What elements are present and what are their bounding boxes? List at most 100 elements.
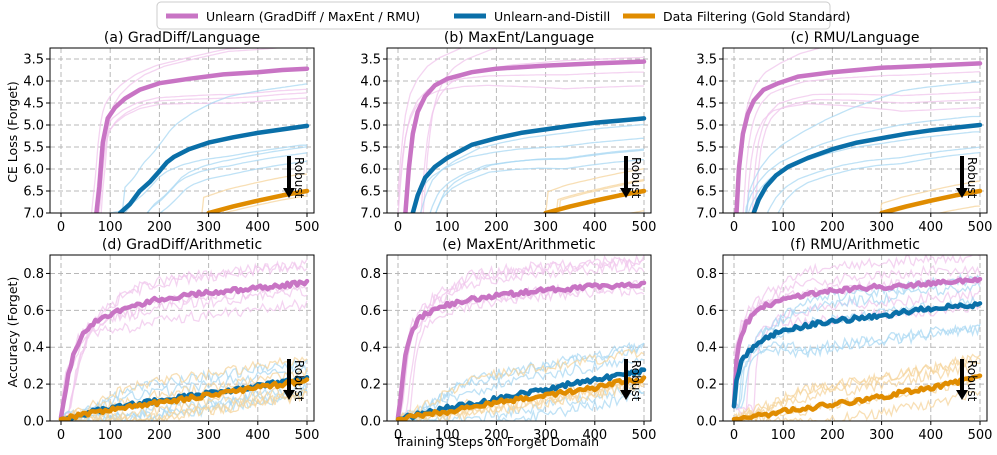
background-run-line [201, 173, 307, 213]
y-tick-label: 0.2 [696, 378, 717, 393]
y-tick-label: 0.8 [696, 267, 717, 282]
x-tick-label: 300 [196, 220, 221, 235]
x-tick-label: 500 [632, 428, 657, 443]
robust-arrow-head [620, 188, 632, 198]
background-run-line [105, 83, 308, 213]
background-run-line [736, 48, 823, 213]
xlabel-training-steps: Training Steps on Forget Domain [394, 434, 599, 449]
y-tick-label: 0.2 [23, 378, 44, 393]
panel-6: 0 100 200 300 400 500 0.0 0.2 0.4 0.6 0.8 (f) RMU/A… [696, 237, 992, 443]
panel-5: 0 100 200 300 400 500 0.0 0.2 0.4 0.6 0.8 (e) MaxEn… [360, 237, 656, 443]
x-tick-label: 200 [147, 220, 172, 235]
background-run-line [397, 390, 645, 421]
axes-frame [49, 254, 315, 422]
series-line-distill [731, 301, 983, 409]
robust-label: Robust [292, 360, 306, 402]
x-tick-label: 100 [98, 428, 123, 443]
background-run-line [420, 56, 645, 213]
series-line-filter [395, 375, 647, 421]
background-run-line [746, 81, 980, 213]
x-tick-label: 400 [918, 428, 943, 443]
x-tick-label: 300 [869, 428, 894, 443]
plot-area [397, 48, 647, 213]
background-run-line [397, 71, 644, 213]
x-tick-label: 200 [484, 428, 509, 443]
x-tick-label: 0 [57, 428, 65, 443]
panel-1: 0 100 200 300 400 500 3.5 4.0 4.5 5.0 5.5 6.0 6.5 7.0… [23, 30, 319, 235]
x-tick-label: 200 [147, 428, 172, 443]
y-tick-label: 0.0 [696, 415, 717, 430]
axes-frame [722, 47, 988, 214]
robust-arrow-head [283, 188, 295, 198]
background-run-line [60, 356, 308, 421]
robust-label: Robust [292, 157, 306, 199]
background-run-line [397, 255, 645, 413]
background-run-line [733, 354, 981, 421]
y-tick-label: 6.0 [360, 163, 381, 178]
x-tick-label: 200 [820, 220, 845, 235]
y-tick-label: 7.0 [696, 207, 717, 222]
y-tick-label: 5.0 [360, 119, 381, 134]
background-run-line [221, 195, 307, 213]
background-run-line [60, 285, 308, 407]
background-run-line [555, 178, 645, 213]
y-tick-label: 0.4 [696, 341, 717, 356]
background-run-line [397, 348, 645, 421]
y-tick-label: 5.0 [696, 119, 717, 134]
y-tick-label: 0.4 [23, 341, 44, 356]
y-tick-label: 6.0 [696, 163, 717, 178]
background-run-line [733, 323, 981, 386]
panels: 0 100 200 300 400 500 3.5 4.0 4.5 5.0 5.5 6.0 6.5 7.0… [23, 30, 993, 443]
background-run-line [60, 261, 308, 421]
background-run-line [742, 71, 981, 213]
panel-2: 0 100 200 300 400 500 3.5 4.0 4.5 5.0 5.5 6.0 6.5 7.0… [360, 30, 657, 235]
x-tick-label: 300 [533, 428, 558, 443]
axes-frame [49, 47, 315, 214]
background-run-line [124, 144, 307, 213]
x-tick-label: 0 [730, 428, 738, 443]
x-tick-label: 400 [245, 428, 270, 443]
x-tick-label: 500 [632, 220, 657, 235]
y-tick-label: 7.0 [360, 207, 381, 222]
x-tick-label: 200 [484, 220, 509, 235]
x-tick-label: 0 [730, 220, 738, 235]
background-run-line [419, 123, 645, 213]
y-tick-label: 4.5 [696, 97, 717, 112]
background-run-line [60, 298, 308, 420]
x-tick-label: 400 [582, 428, 607, 443]
y-tick-label: 5.5 [23, 141, 44, 156]
axes-frame [386, 47, 652, 214]
x-tick-label: 500 [968, 220, 993, 235]
series-line-unlearn [734, 61, 983, 213]
y-tick-label: 0.4 [360, 341, 381, 356]
x-tick-label: 0 [394, 428, 402, 443]
y-tick-label: 5.5 [696, 141, 717, 156]
background-run-line [545, 168, 645, 213]
y-tick-label: 4.0 [23, 75, 44, 90]
background-run-line [754, 98, 981, 213]
background-run-line [397, 48, 463, 192]
x-tick-label: 400 [245, 220, 270, 235]
background-run-line [146, 146, 308, 213]
plot-area [731, 255, 983, 421]
y-tick-label: 4.5 [23, 97, 44, 112]
y-tick-label: 0.6 [360, 304, 381, 319]
panel-title: (e) MaxEnt/Arithmetic [442, 237, 596, 253]
axes-frame [722, 254, 988, 422]
series-line-unlearn [94, 66, 310, 213]
y-tick-label: 0.2 [360, 378, 381, 393]
x-tick-label: 100 [435, 428, 460, 443]
panel-title: (b) MaxEnt/Language [444, 30, 594, 46]
y-tick-label: 4.0 [360, 75, 381, 90]
background-run-line [558, 180, 645, 213]
background-run-line [100, 48, 284, 213]
background-run-line [397, 259, 645, 419]
x-tick-label: 500 [968, 428, 993, 443]
robust-arrow-head [283, 390, 295, 400]
background-run-line [146, 152, 308, 213]
series-line-distill [751, 122, 983, 213]
y-tick-label: 6.5 [23, 185, 44, 200]
background-run-line [733, 295, 981, 410]
robust-label: Robust [629, 360, 643, 402]
